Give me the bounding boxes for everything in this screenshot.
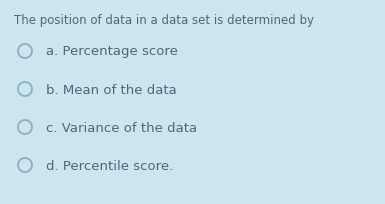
Circle shape xyxy=(18,158,32,172)
Circle shape xyxy=(18,45,32,59)
Text: b. Mean of the data: b. Mean of the data xyxy=(46,83,177,96)
Text: d. Percentile score.: d. Percentile score. xyxy=(46,159,173,172)
Circle shape xyxy=(18,83,32,96)
Text: c. Variance of the data: c. Variance of the data xyxy=(46,121,197,134)
Text: a. Percentage score: a. Percentage score xyxy=(46,45,178,58)
Text: The position of data in a data set is determined by: The position of data in a data set is de… xyxy=(14,14,314,27)
Circle shape xyxy=(18,120,32,134)
